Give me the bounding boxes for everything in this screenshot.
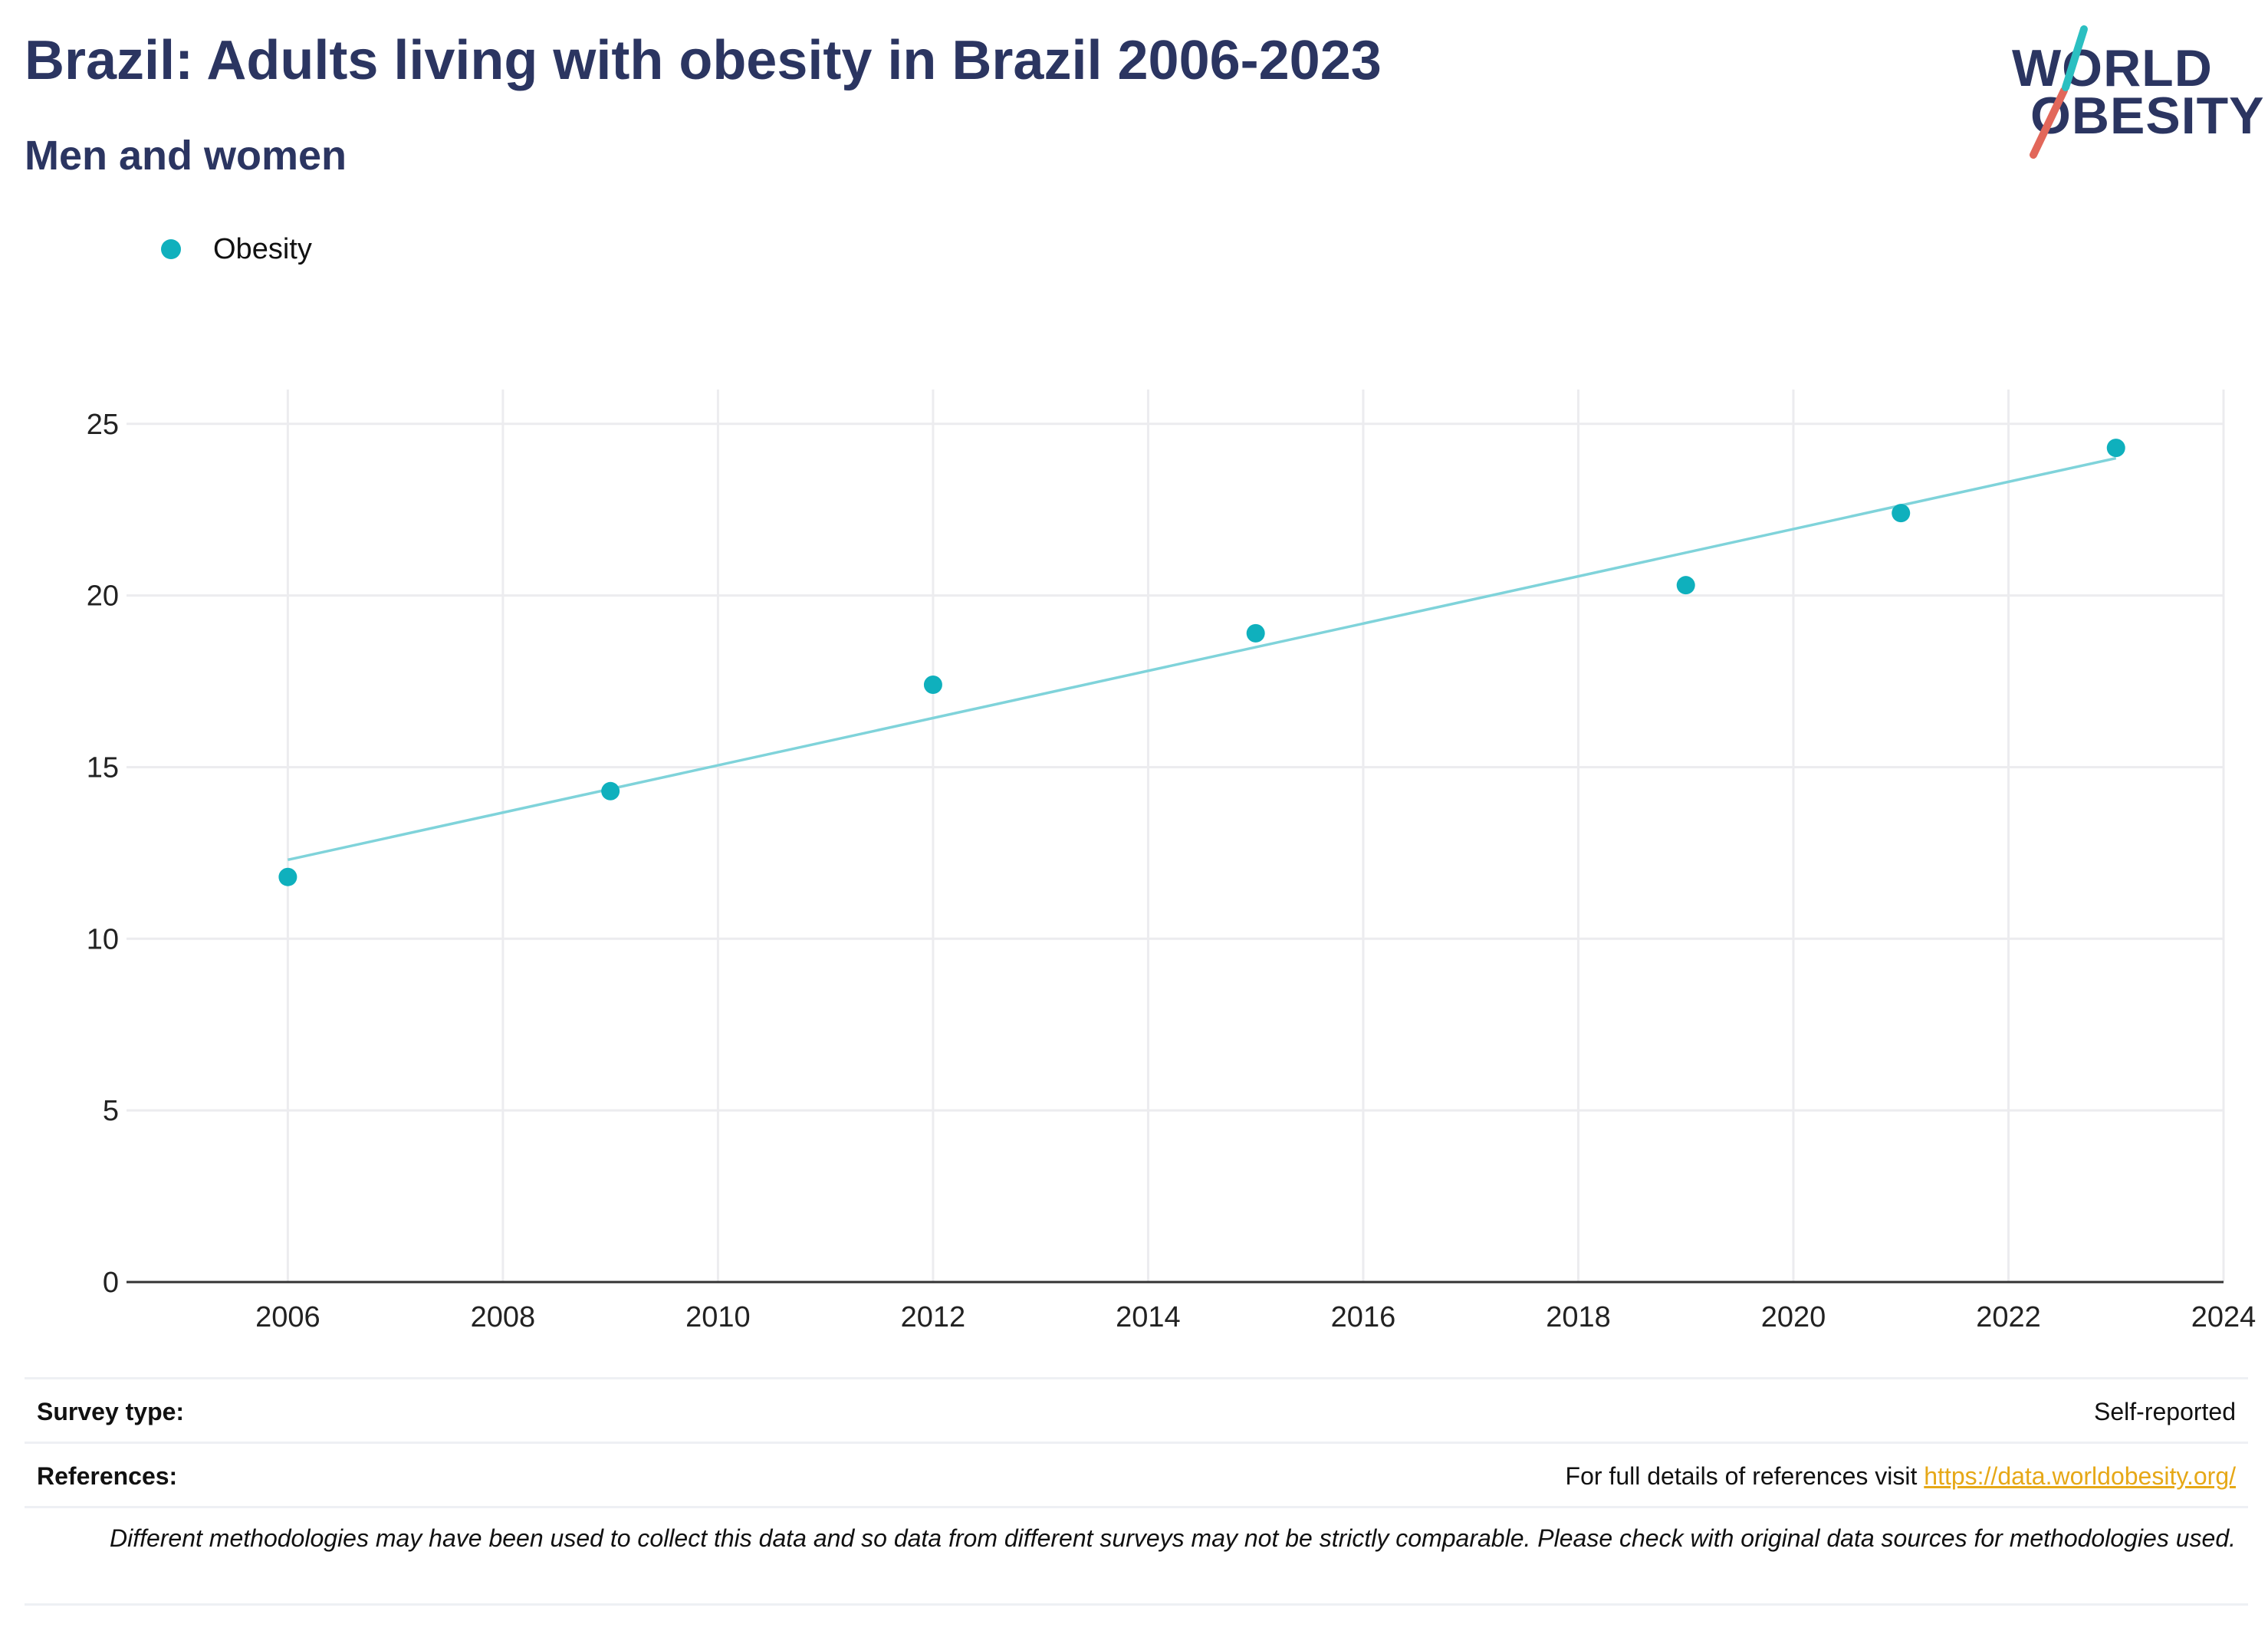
y-tick-label: 20 — [87, 580, 119, 613]
world-obesity-logo: WORLD OBESITY — [1994, 23, 2264, 161]
data-point — [1892, 504, 1911, 523]
chart-legend: Obesity — [161, 230, 312, 268]
trendline — [288, 456, 2117, 862]
logo-text-obesity: OBESITY — [2030, 87, 2265, 145]
data-point — [1246, 623, 1265, 643]
x-tick-label: 2022 — [1976, 1301, 2041, 1333]
footer-survey-type-row: Survey type: Self-reported — [25, 1377, 2248, 1444]
x-tick-label: 2010 — [685, 1301, 751, 1333]
references-text: For full details of references visit — [1565, 1462, 1925, 1490]
y-tick-label: 25 — [87, 409, 119, 441]
y-tick-label: 15 — [87, 751, 119, 784]
methodology-note: Different methodologies may have been us… — [109, 1524, 2236, 1552]
y-tick-label: 10 — [87, 923, 119, 955]
footer-note-row: Different methodologies may have been us… — [25, 1506, 2248, 1606]
y-tick-label: 0 — [103, 1267, 119, 1299]
legend-marker — [161, 239, 181, 259]
data-point — [278, 867, 297, 886]
references-link[interactable]: https://data.worldobesity.org/ — [1924, 1462, 2236, 1490]
data-point — [1676, 576, 1695, 595]
survey-type-label: Survey type: — [37, 1398, 185, 1425]
references-label: References: — [37, 1462, 178, 1490]
x-tick-label: 2006 — [255, 1301, 320, 1333]
data-point — [2106, 439, 2125, 458]
logo-slash-icon — [2030, 25, 2088, 159]
x-tick-label: 2014 — [1116, 1301, 1181, 1333]
footer-references-row: References: For full details of referenc… — [25, 1442, 2248, 1508]
legend-label-obesity: Obesity — [213, 232, 312, 265]
chart-plot: 2006 2008 2010 2012 2014 2016 2018 2020 2022 2024… — [87, 390, 2256, 1333]
x-tick-label: 2012 — [901, 1301, 966, 1333]
x-tick-label: 2018 — [1546, 1301, 1611, 1333]
x-tick-label: 2008 — [471, 1301, 536, 1333]
data-point — [923, 676, 942, 695]
chart-title: Brazil: Adults living with obesity in Br… — [25, 30, 1382, 91]
logo-text-world: WORLD — [2012, 39, 2213, 97]
survey-type-value: Self-reported — [2094, 1398, 2236, 1425]
data-point — [601, 781, 620, 801]
x-tick-label: 2020 — [1761, 1301, 1826, 1333]
chart-subtitle: Men and women — [25, 133, 347, 179]
y-tick-label: 5 — [103, 1095, 119, 1127]
x-tick-label: 2016 — [1331, 1301, 1396, 1333]
x-tick-label: 2024 — [2191, 1301, 2256, 1333]
references-value: For full details of references visit htt… — [1566, 1462, 2236, 1491]
